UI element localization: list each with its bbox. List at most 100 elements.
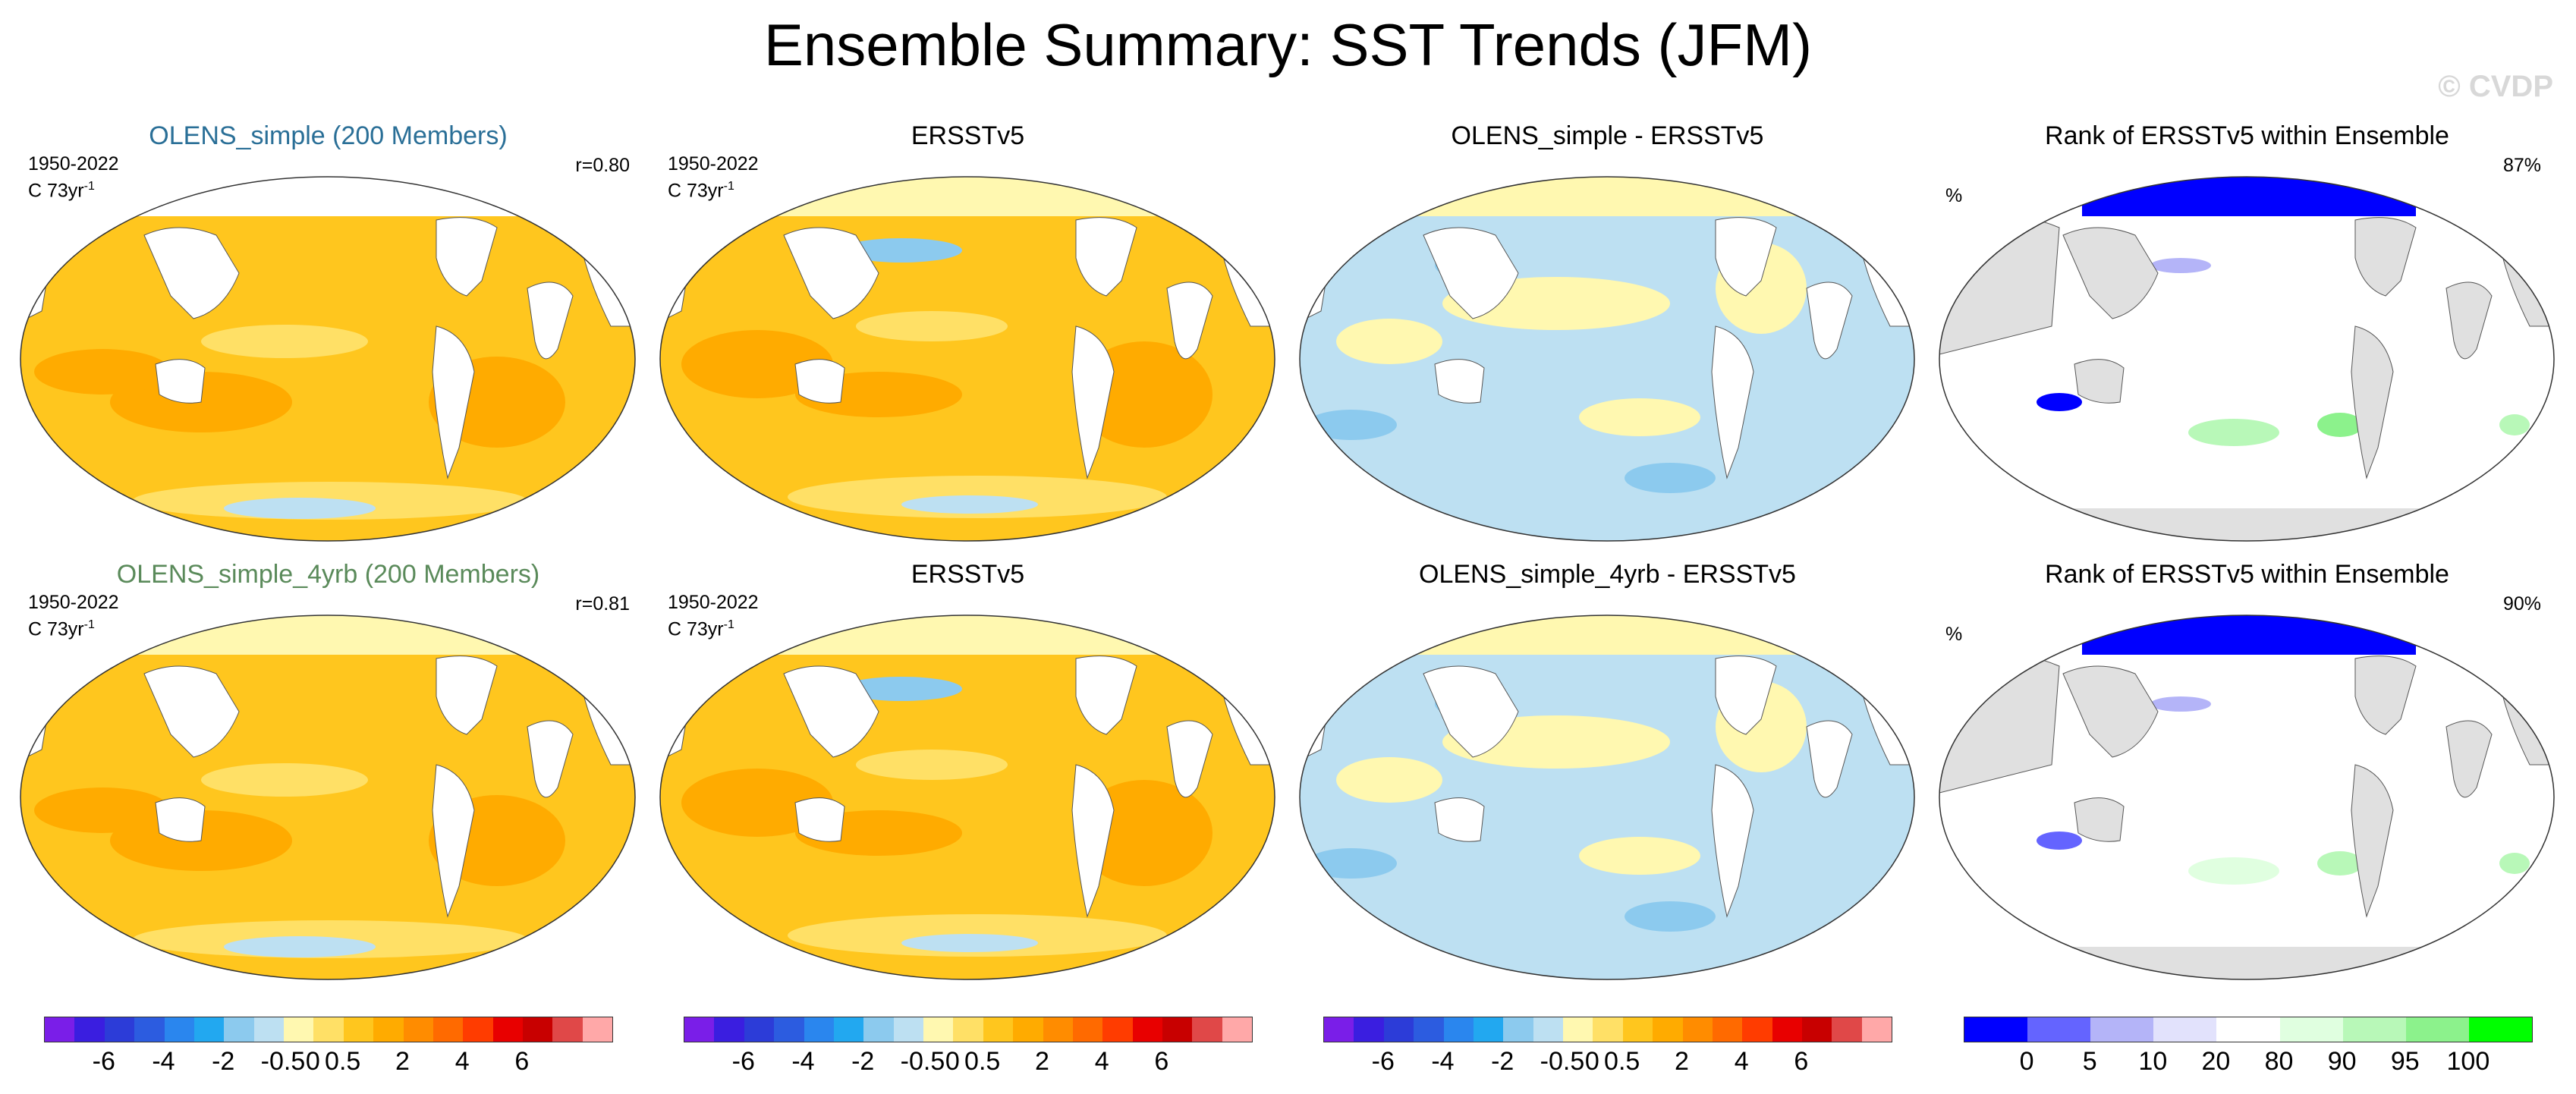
colorbar-swatch: [1443, 1017, 1474, 1042]
colorbar-tick-label: -6: [1371, 1047, 1395, 1076]
period-label: 1950-2022: [28, 592, 119, 613]
colorbar-swatch: [2342, 1017, 2406, 1042]
colorbar-swatch: [1593, 1017, 1623, 1042]
colorbar-swatch: [863, 1017, 894, 1042]
colorbar-swatch: [74, 1017, 105, 1042]
colorbar-tick-label: 100: [2446, 1047, 2490, 1076]
colorbar-tick-label: 4: [1094, 1047, 1109, 1076]
panel-title: OLENS_simple_4yrb (200 Members): [116, 560, 540, 589]
panel-model-row2: OLENS_simple_4yrb (200 Members) 1950-202…: [11, 560, 645, 985]
colorbar-tick-label: 4: [454, 1047, 470, 1076]
colorbar-swatch: [744, 1017, 775, 1042]
colorbar-tick-label: 4: [1734, 1047, 1749, 1076]
units-label: C 73yr: [668, 618, 724, 640]
panel-title: Rank of ERSSTv5 within Ensemble: [2045, 560, 2449, 589]
units-label: C 73yr: [668, 180, 724, 202]
panel-title: OLENS_simple (200 Members): [149, 121, 508, 150]
colorbar-tick-label: 0: [2019, 1047, 2034, 1076]
sst-difference-map: [1299, 176, 1915, 542]
trend-colorbar-labels: -6 -4 -2 -0.5 0 0.5 2 4 6: [684, 1047, 1251, 1077]
colorbar-swatch: [1503, 1017, 1533, 1042]
difference-colorbar-labels: -6 -4 -2 -0.5 0 0.5 2 4 6: [1323, 1047, 1891, 1077]
colorbar-swatch: [804, 1017, 834, 1042]
colorbar-tick-label: 90: [2327, 1047, 2357, 1076]
colorbar-swatch: [1832, 1017, 1862, 1042]
colorbar-tick-label: -4: [152, 1047, 175, 1076]
period-label: 1950-2022: [28, 153, 119, 174]
colorbar-tick-label: 6: [514, 1047, 530, 1076]
colorbar-swatch: [1533, 1017, 1563, 1042]
colorbar-swatch: [684, 1017, 715, 1042]
colorbar-tick-label: -0.5: [1540, 1047, 1585, 1076]
sst-difference-map: [1299, 615, 1915, 980]
units-exponent: -1: [83, 180, 95, 193]
colorbar-swatch: [104, 1017, 135, 1042]
colorbar-tick-label: 95: [2390, 1047, 2420, 1076]
trend-colorbar: [684, 1017, 1253, 1042]
rank-colorbar: [1964, 1017, 2533, 1042]
colorbar-swatch: [983, 1017, 1014, 1042]
colorbar-swatch: [1162, 1017, 1193, 1042]
panel-rank-row2: Rank of ERSSTv5 within Ensemble % 90%: [1930, 560, 2564, 985]
colorbar-swatch: [1354, 1017, 1384, 1042]
colorbar-tick-label: -2: [1491, 1047, 1514, 1076]
colorbar-swatch: [1712, 1017, 1743, 1042]
sst-trend-map: [659, 615, 1275, 980]
trend-colorbar: [44, 1017, 613, 1042]
colorbar-tick-label: 2: [1034, 1047, 1049, 1076]
colorbar-tick-label: 0: [1584, 1047, 1599, 1076]
colorbar-tick-label: 20: [2201, 1047, 2231, 1076]
colorbar-swatch: [164, 1017, 194, 1042]
colorbar-tick-label: 5: [2082, 1047, 2097, 1076]
colorbar-tick-label: 6: [1154, 1047, 1169, 1076]
colorbar-swatch: [492, 1017, 523, 1042]
colorbar-tick-label: -6: [92, 1047, 115, 1076]
colorbar-swatch: [953, 1017, 983, 1042]
colorbar-swatch: [1772, 1017, 1802, 1042]
period-units: 1950-2022 C 73yr-1: [28, 592, 119, 640]
panel-title: OLENS_simple - ERSSTv5: [1451, 121, 1764, 150]
colorbar-swatch: [193, 1017, 225, 1042]
colorbar-swatch: [253, 1017, 284, 1042]
panel-title: ERSSTv5: [911, 121, 1025, 150]
units-exponent: -1: [723, 618, 734, 631]
period-label: 1950-2022: [668, 153, 759, 174]
colorbar-swatch: [1682, 1017, 1713, 1042]
colorbar-swatch: [523, 1017, 553, 1042]
colorbar-swatch: [774, 1017, 804, 1042]
colorbar-swatch: [2153, 1017, 2217, 1042]
colorbar-tick-label: -0.5: [900, 1047, 945, 1076]
percent-unit-label: %: [1945, 624, 1963, 645]
colorbar-swatch: [1414, 1017, 1444, 1042]
units-label: C 73yr: [28, 618, 84, 640]
colorbar-swatch: [2468, 1017, 2532, 1042]
rank-map: [1939, 615, 2555, 980]
colorbar-swatch: [2090, 1017, 2154, 1042]
colorbar-swatch: [893, 1017, 923, 1042]
rank-map: [1939, 176, 2555, 542]
sst-trend-map: [659, 176, 1275, 542]
period-units: 1950-2022 C 73yr-1: [668, 153, 759, 202]
colorbar-swatch: [313, 1017, 344, 1042]
colorbar-swatch: [1192, 1017, 1222, 1042]
colorbar-tick-label: -0.5: [260, 1047, 306, 1076]
colorbar-swatch: [373, 1017, 404, 1042]
cvdp-watermark: © CVDP: [2438, 70, 2553, 103]
colorbar-swatch: [1964, 1017, 2028, 1042]
colorbar-swatch: [403, 1017, 433, 1042]
colorbar-swatch: [1324, 1017, 1354, 1042]
panel-diff-row2: OLENS_simple_4yrb - ERSSTv5: [1291, 560, 1924, 985]
colorbar-swatch: [1383, 1017, 1414, 1042]
panel-title: ERSSTv5: [911, 560, 1025, 589]
sst-trend-map: [20, 176, 636, 542]
colorbar-swatch: [1861, 1017, 1892, 1042]
colorbar-tick-label: 6: [1794, 1047, 1809, 1076]
colorbar-swatch: [2027, 1017, 2091, 1042]
correlation-value: r=0.81: [575, 593, 630, 615]
colorbar-swatch: [45, 1017, 75, 1042]
colorbar-swatch: [432, 1017, 464, 1042]
correlation-value: r=0.80: [575, 155, 630, 176]
colorbar-tick-label: 10: [2138, 1047, 2168, 1076]
panel-diff-row1: OLENS_simple - ERSSTv5: [1291, 121, 1924, 546]
units-exponent: -1: [83, 618, 95, 631]
